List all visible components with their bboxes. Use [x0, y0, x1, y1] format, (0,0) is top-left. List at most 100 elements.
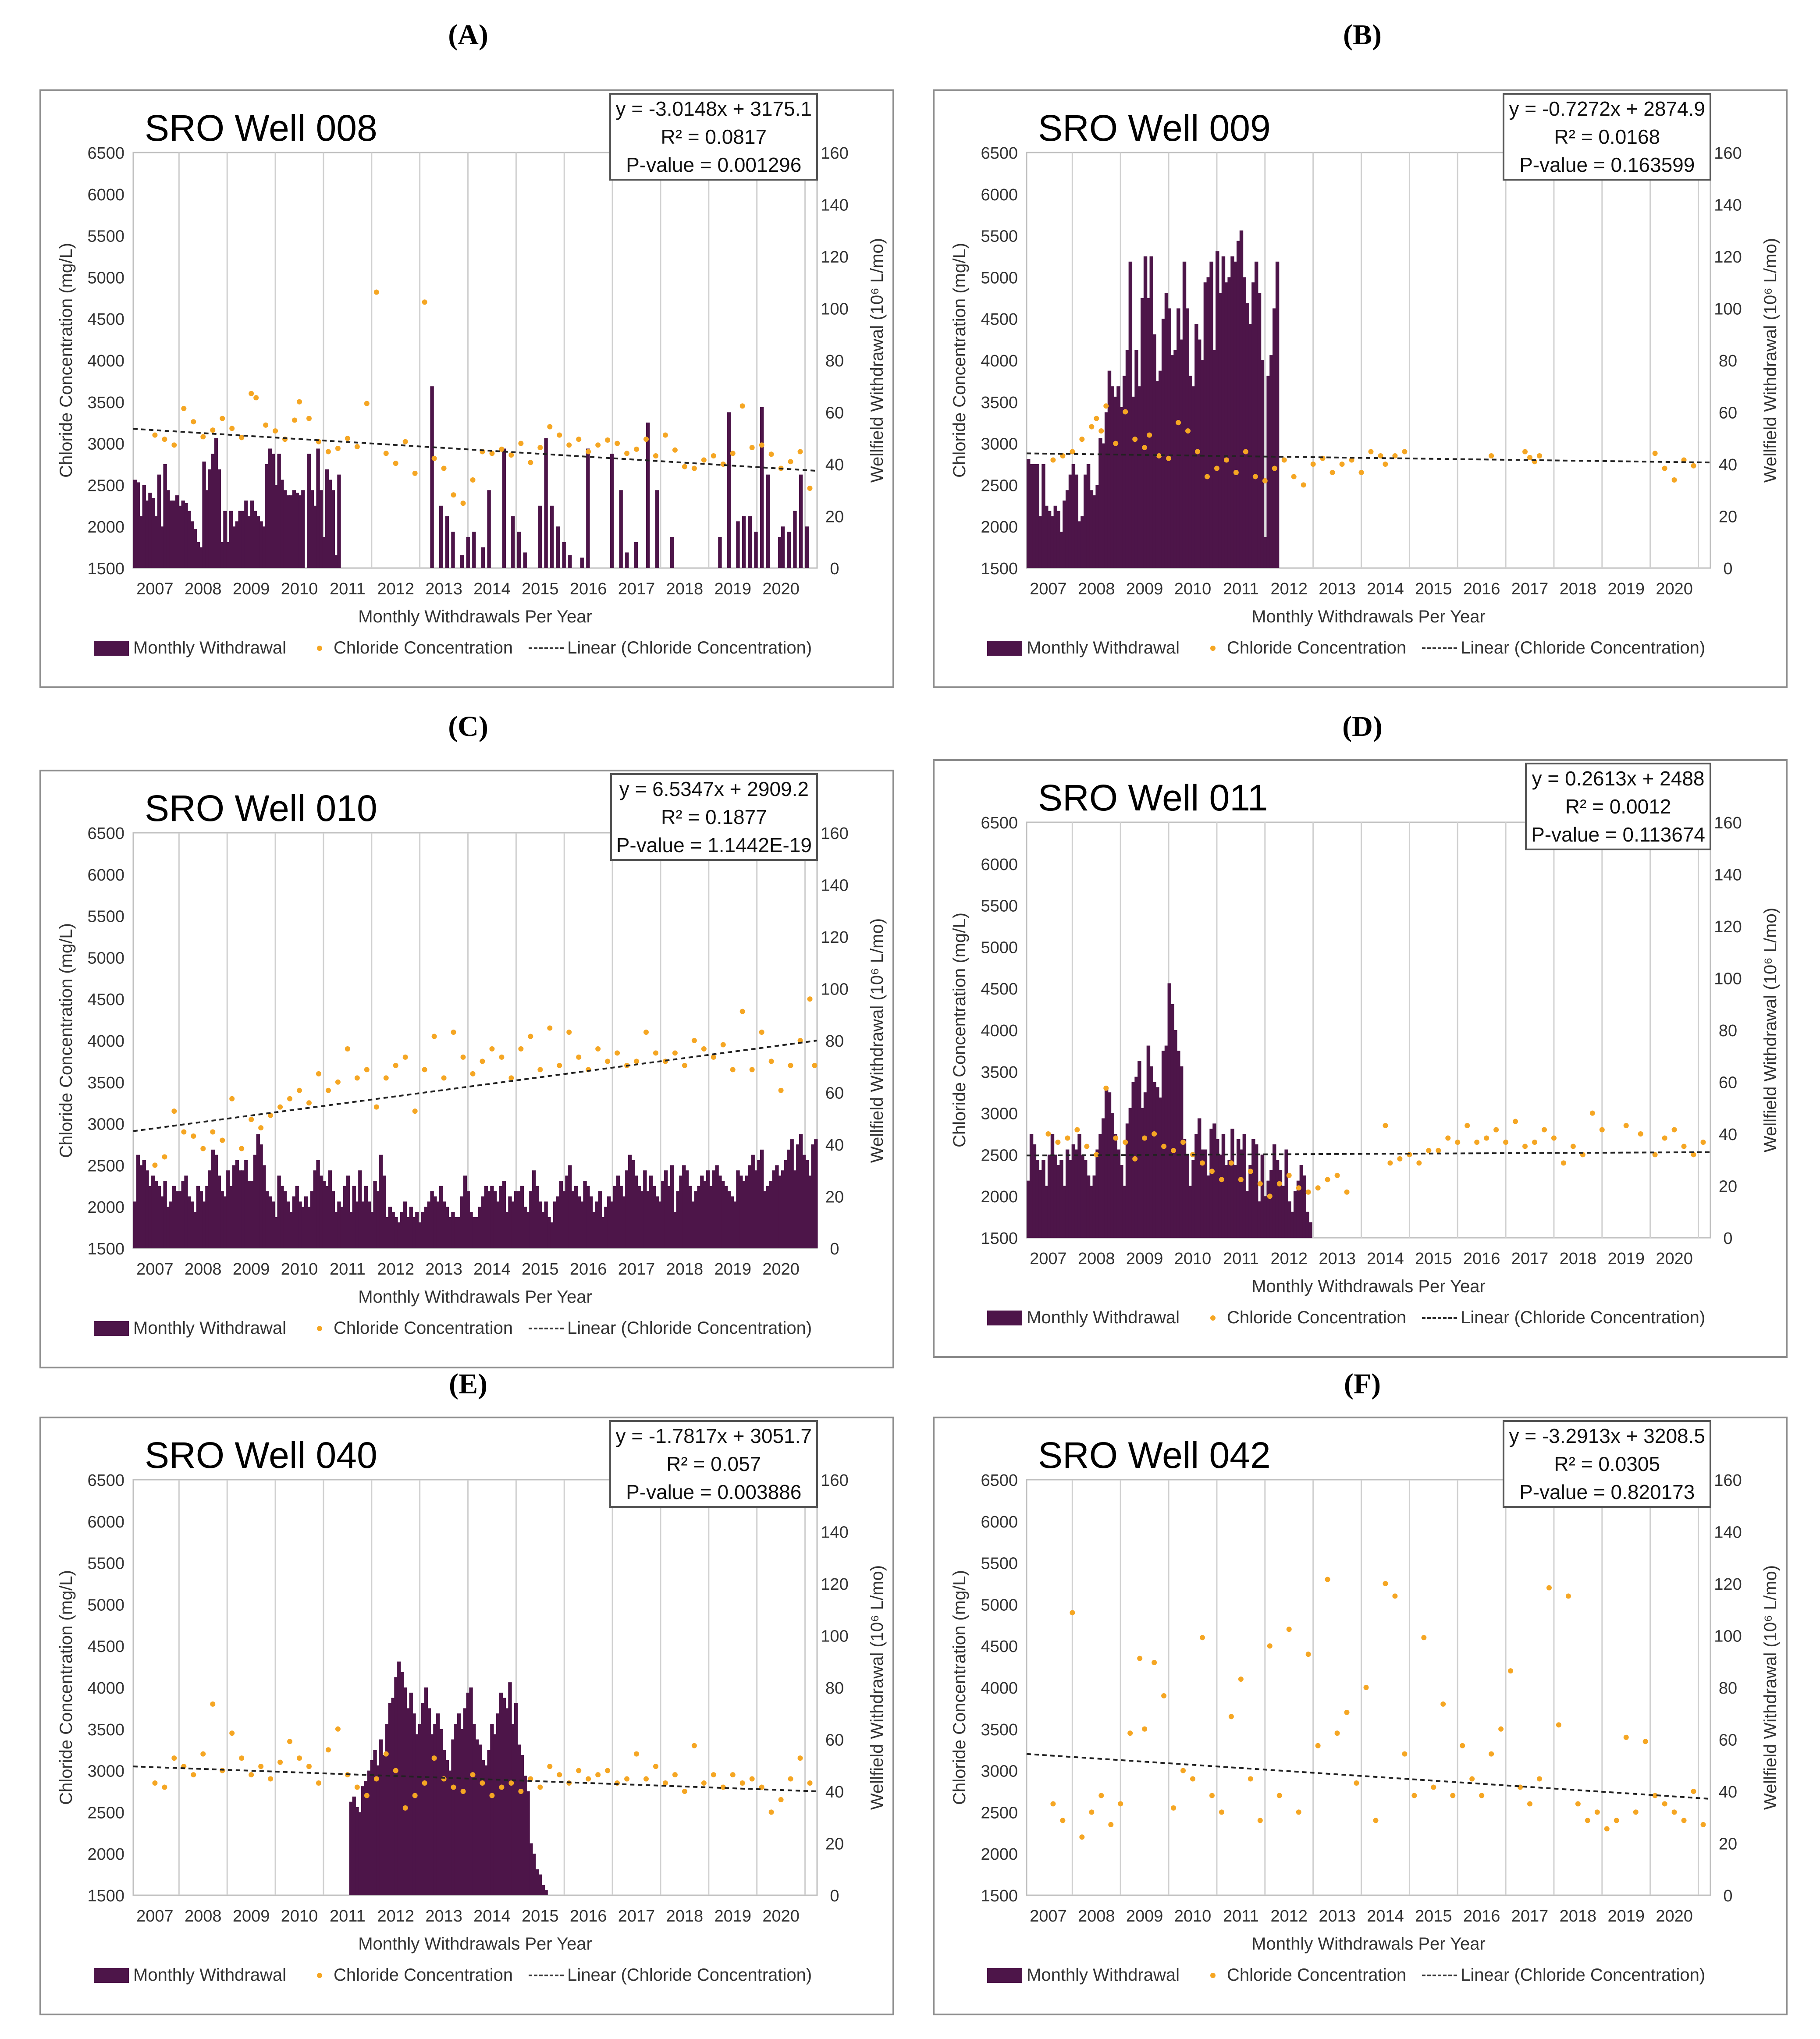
chloride-point	[441, 1075, 447, 1081]
withdrawal-bar	[190, 521, 194, 568]
right-tick-label: 60	[825, 1731, 844, 1750]
withdrawal-bar	[616, 1176, 620, 1248]
withdrawal-bar	[232, 1165, 236, 1248]
withdrawal-bar	[1084, 1160, 1088, 1238]
withdrawal-bar	[289, 495, 293, 568]
left-tick-label: 5500	[981, 1555, 1018, 1573]
right-tick-label: 80	[1719, 1679, 1737, 1698]
withdrawal-bar	[196, 542, 200, 568]
withdrawal-bar	[307, 1207, 311, 1248]
chloride-point	[470, 1772, 476, 1778]
chloride-point	[508, 1075, 514, 1081]
withdrawal-bar	[1098, 1134, 1102, 1238]
chloride-point	[1180, 1139, 1186, 1145]
chloride-point	[210, 1129, 216, 1135]
withdrawal-bar	[238, 1170, 242, 1248]
withdrawal-bar	[526, 1212, 530, 1248]
withdrawal-bar	[301, 490, 305, 568]
chloride-point	[1070, 1610, 1075, 1616]
stat-r2: R² = 0.0012	[1565, 795, 1671, 818]
chloride-point	[220, 1137, 225, 1143]
withdrawal-bar	[763, 1191, 767, 1248]
withdrawal-bar	[202, 1201, 206, 1248]
chloride-point	[1276, 1793, 1282, 1798]
withdrawal-bar	[433, 1196, 437, 1248]
chloride-point	[297, 399, 302, 405]
chloride-point	[1286, 1172, 1292, 1178]
left-tick-label: 2000	[87, 518, 124, 536]
withdrawal-bar	[136, 1154, 140, 1248]
withdrawal-bar	[346, 1176, 350, 1248]
withdrawal-bar	[439, 1186, 443, 1248]
chloride-point	[1142, 1726, 1148, 1732]
year-tick-label: 2018	[1560, 1250, 1597, 1268]
panel-label-c: (C)	[448, 710, 488, 742]
withdrawal-bar	[679, 1176, 683, 1248]
withdrawal-bar	[493, 1191, 497, 1248]
right-tick-label: 140	[1714, 1524, 1742, 1542]
chloride-point	[373, 1776, 379, 1782]
year-tick-label: 2010	[1174, 580, 1212, 598]
year-tick-label: 2007	[1030, 580, 1067, 598]
withdrawal-bar	[1191, 1160, 1195, 1238]
withdrawal-bar	[292, 1196, 296, 1248]
chloride-point	[634, 1751, 640, 1757]
legend-dot-swatch	[1210, 645, 1216, 651]
withdrawal-bar	[1224, 1165, 1229, 1238]
left-tick-label: 5000	[981, 269, 1018, 287]
chloride-point	[1074, 1127, 1080, 1133]
left-tick-label: 3000	[87, 435, 124, 454]
left-tick-label: 6000	[981, 1513, 1018, 1531]
withdrawal-bar	[322, 1180, 326, 1248]
withdrawal-bar	[1074, 474, 1078, 568]
legend-trend-swatch	[1422, 1974, 1457, 1976]
withdrawal-bar	[1068, 474, 1073, 568]
withdrawal-bar	[487, 1191, 491, 1248]
withdrawal-bar	[598, 1191, 602, 1248]
chloride-point	[1199, 1160, 1205, 1166]
chloride-point	[345, 1046, 350, 1051]
y-axis-title-right: Wellfield Withdrawal (10⁶ L/mo)	[867, 1565, 887, 1810]
chart-legend: Monthly Withdrawal Chloride Concentration…	[94, 1318, 812, 1338]
withdrawal-bar	[1050, 1134, 1055, 1238]
withdrawal-bar	[400, 1212, 404, 1248]
withdrawal-bar	[1107, 370, 1112, 568]
withdrawal-bar	[1149, 256, 1153, 568]
chloride-point	[480, 1059, 485, 1064]
chloride-point	[1108, 1822, 1114, 1827]
withdrawal-bar	[259, 521, 263, 568]
chloride-point	[273, 428, 278, 434]
chloride-point	[1589, 1110, 1595, 1116]
chloride-point	[1132, 1156, 1138, 1162]
left-tick-label: 3000	[87, 1762, 124, 1781]
chloride-point	[1349, 457, 1354, 463]
withdrawal-bar	[322, 536, 326, 568]
year-tick-label: 2019	[1607, 1907, 1645, 1925]
chloride-point	[701, 457, 707, 463]
withdrawal-bar	[325, 469, 329, 568]
withdrawal-bar	[526, 1791, 530, 1895]
chloride-point	[566, 1030, 572, 1035]
withdrawal-bar	[580, 1201, 584, 1248]
right-tick-label: 80	[1719, 352, 1737, 370]
withdrawal-bar	[391, 1212, 395, 1248]
stat-pvalue: P-value = 0.113674	[1531, 823, 1705, 846]
chloride-point	[1166, 455, 1172, 461]
withdrawal-bar	[1122, 376, 1127, 568]
chloride-point	[1565, 1593, 1571, 1599]
chloride-point	[1209, 1793, 1215, 1798]
chloride-point	[292, 417, 298, 423]
regression-stats-box: y = -0.7272x + 2874.9 R² = 0.0168 P-value …	[1503, 93, 1711, 181]
withdrawal-bar	[406, 1217, 410, 1248]
withdrawal-bar	[1194, 324, 1198, 568]
x-axis-title: Monthly Withdrawals Per Year	[358, 1934, 592, 1954]
right-tick-label: 40	[1719, 1783, 1737, 1801]
chloride-point	[171, 442, 177, 448]
left-tick-label: 4500	[981, 1638, 1018, 1656]
right-tick-label: 120	[821, 1575, 848, 1594]
left-tick-label: 2000	[87, 1845, 124, 1864]
left-tick-label: 5000	[87, 1596, 124, 1614]
withdrawal-bar	[388, 1703, 392, 1895]
chart-title: SRO Well 008	[145, 107, 377, 149]
withdrawal-bar	[751, 1154, 755, 1248]
